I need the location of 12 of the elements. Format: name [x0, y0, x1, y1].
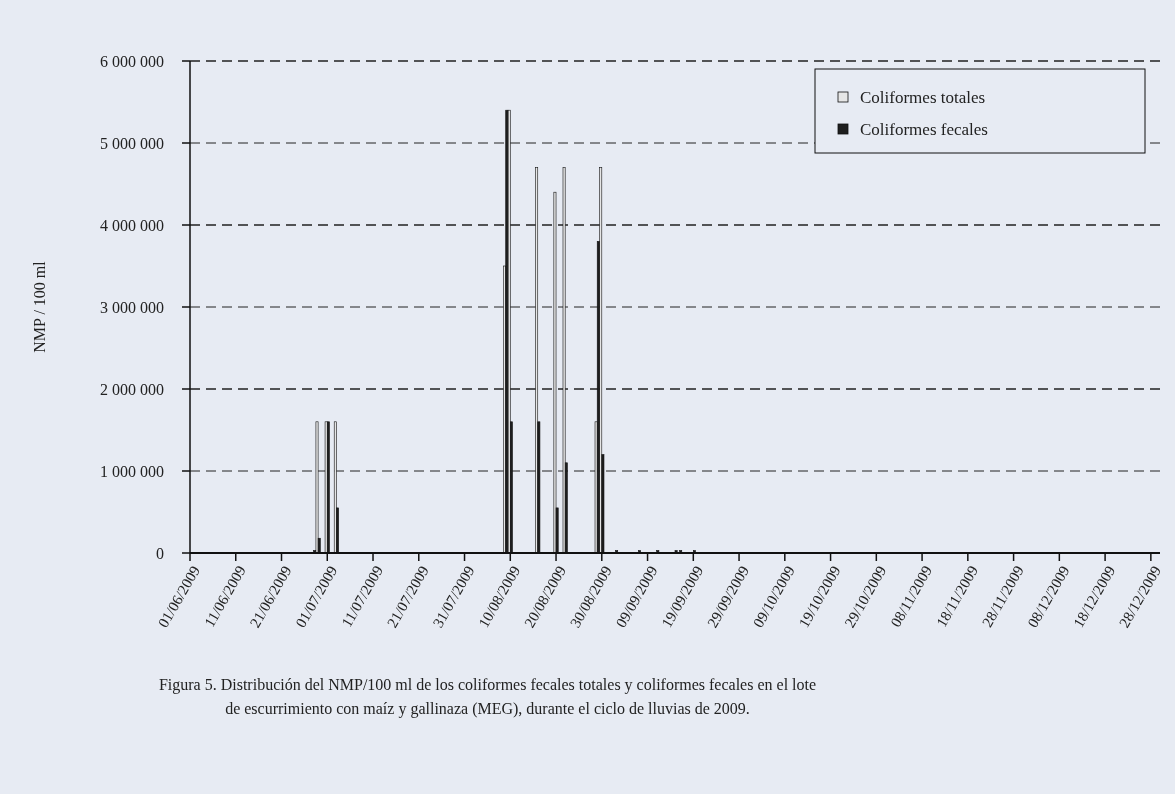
y-tick-label: 0 — [156, 544, 164, 562]
y-tick-label: 3 000 000 — [100, 298, 164, 316]
y-tick-label: 5 000 000 — [100, 134, 164, 152]
y-tick-label: 2 000 000 — [100, 380, 164, 398]
text: Figura 5. Distribución del NMP/100 ml de los coliformes fecales totales y coliformes fecales en el lote — [158, 676, 817, 694]
text: de escurrimiento con maíz y gallinaza (MEG), durante el ciclo de lluvias de 2009. — [225, 700, 750, 718]
legend-label: Coliformes totales — [860, 87, 986, 107]
legend-label: Coliformes fecales — [860, 119, 988, 139]
y-axis-title: NMP / 100 ml — [31, 260, 48, 353]
y-tick-label: 6 000 000 — [100, 52, 164, 70]
y-tick-label: 4 000 000 — [100, 216, 164, 234]
y-tick-label: 1 000 000 — [100, 462, 164, 480]
